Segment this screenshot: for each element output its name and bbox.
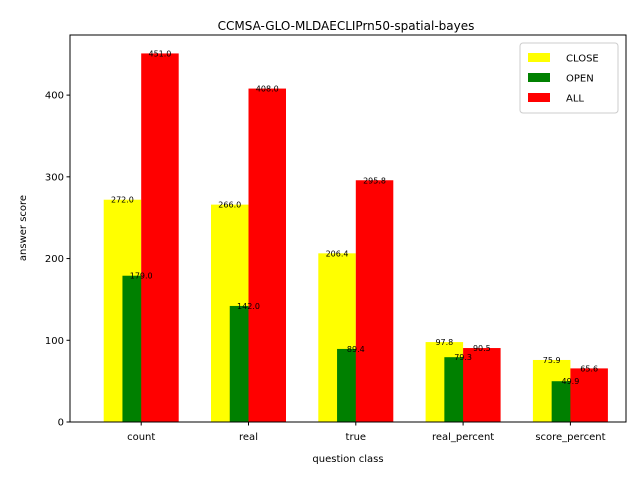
- x-axis: count real true real_percent score_percent: [127, 422, 606, 443]
- data-label-close-true: 206.4: [326, 249, 349, 258]
- data-label-open-score_percent: 49.9: [561, 377, 579, 386]
- data-label-open-true: 89.4: [347, 345, 365, 354]
- x-tick-label-score_percent: score_percent: [535, 432, 605, 443]
- data-label-close-real_percent: 97.8: [435, 338, 453, 347]
- x-tick-label-count: count: [127, 432, 155, 443]
- bar-all-score_percent: [570, 368, 608, 422]
- data-labels-layer: 272.0 266.0 206.4 97.8 75.9 179.0 142.0 89.4 79.…: [111, 49, 598, 386]
- x-tick-label-real_percent: real_percent: [432, 432, 494, 443]
- legend-swatch-all: [528, 93, 550, 102]
- legend-label-close: CLOSE: [566, 54, 599, 65]
- data-label-open-count: 179.0: [130, 272, 153, 281]
- x-tick-label-true: true: [346, 432, 367, 443]
- data-label-close-real: 266.0: [218, 201, 241, 210]
- data-label-all-true: 295.8: [363, 176, 386, 185]
- x-tick-label-real: real: [239, 432, 258, 443]
- x-axis-label: question class: [312, 454, 383, 465]
- axes-frame: [69, 34, 627, 423]
- legend-label-all: ALL: [566, 94, 584, 105]
- chart-title: CCMSA-GLO-MLDAECLIPrn50-spatial-bayes: [218, 19, 475, 33]
- legend-label-open: OPEN: [566, 74, 594, 85]
- y-tick-label: 400: [45, 91, 64, 102]
- y-tick-label: 100: [45, 336, 64, 347]
- data-label-open-real: 142.0: [237, 302, 260, 311]
- data-label-all-count: 451.0: [148, 49, 171, 58]
- data-label-open-real_percent: 79.3: [454, 353, 472, 362]
- data-label-all-score_percent: 65.6: [580, 364, 598, 373]
- y-tick-label: 0: [58, 418, 64, 429]
- y-axis: 0 100 200 300 400: [45, 91, 70, 429]
- y-tick-label: 200: [45, 254, 64, 265]
- data-label-all-real_percent: 90.5: [473, 344, 491, 353]
- data-label-close-score_percent: 75.9: [543, 356, 561, 365]
- y-axis-label: answer score: [18, 195, 29, 261]
- legend: CLOSE OPEN ALL: [519, 42, 619, 114]
- bar-all-real: [248, 88, 286, 422]
- legend-swatch-close: [528, 53, 550, 62]
- bars-layer: [103, 53, 608, 423]
- data-label-all-real: 408.0: [256, 85, 279, 94]
- legend-swatch-open: [528, 73, 550, 82]
- y-tick-label: 300: [45, 172, 64, 183]
- bar-all-count: [141, 53, 179, 423]
- bar-all-true: [355, 180, 394, 422]
- data-label-close-count: 272.0: [111, 196, 134, 205]
- bar-all-real_percent: [463, 348, 501, 422]
